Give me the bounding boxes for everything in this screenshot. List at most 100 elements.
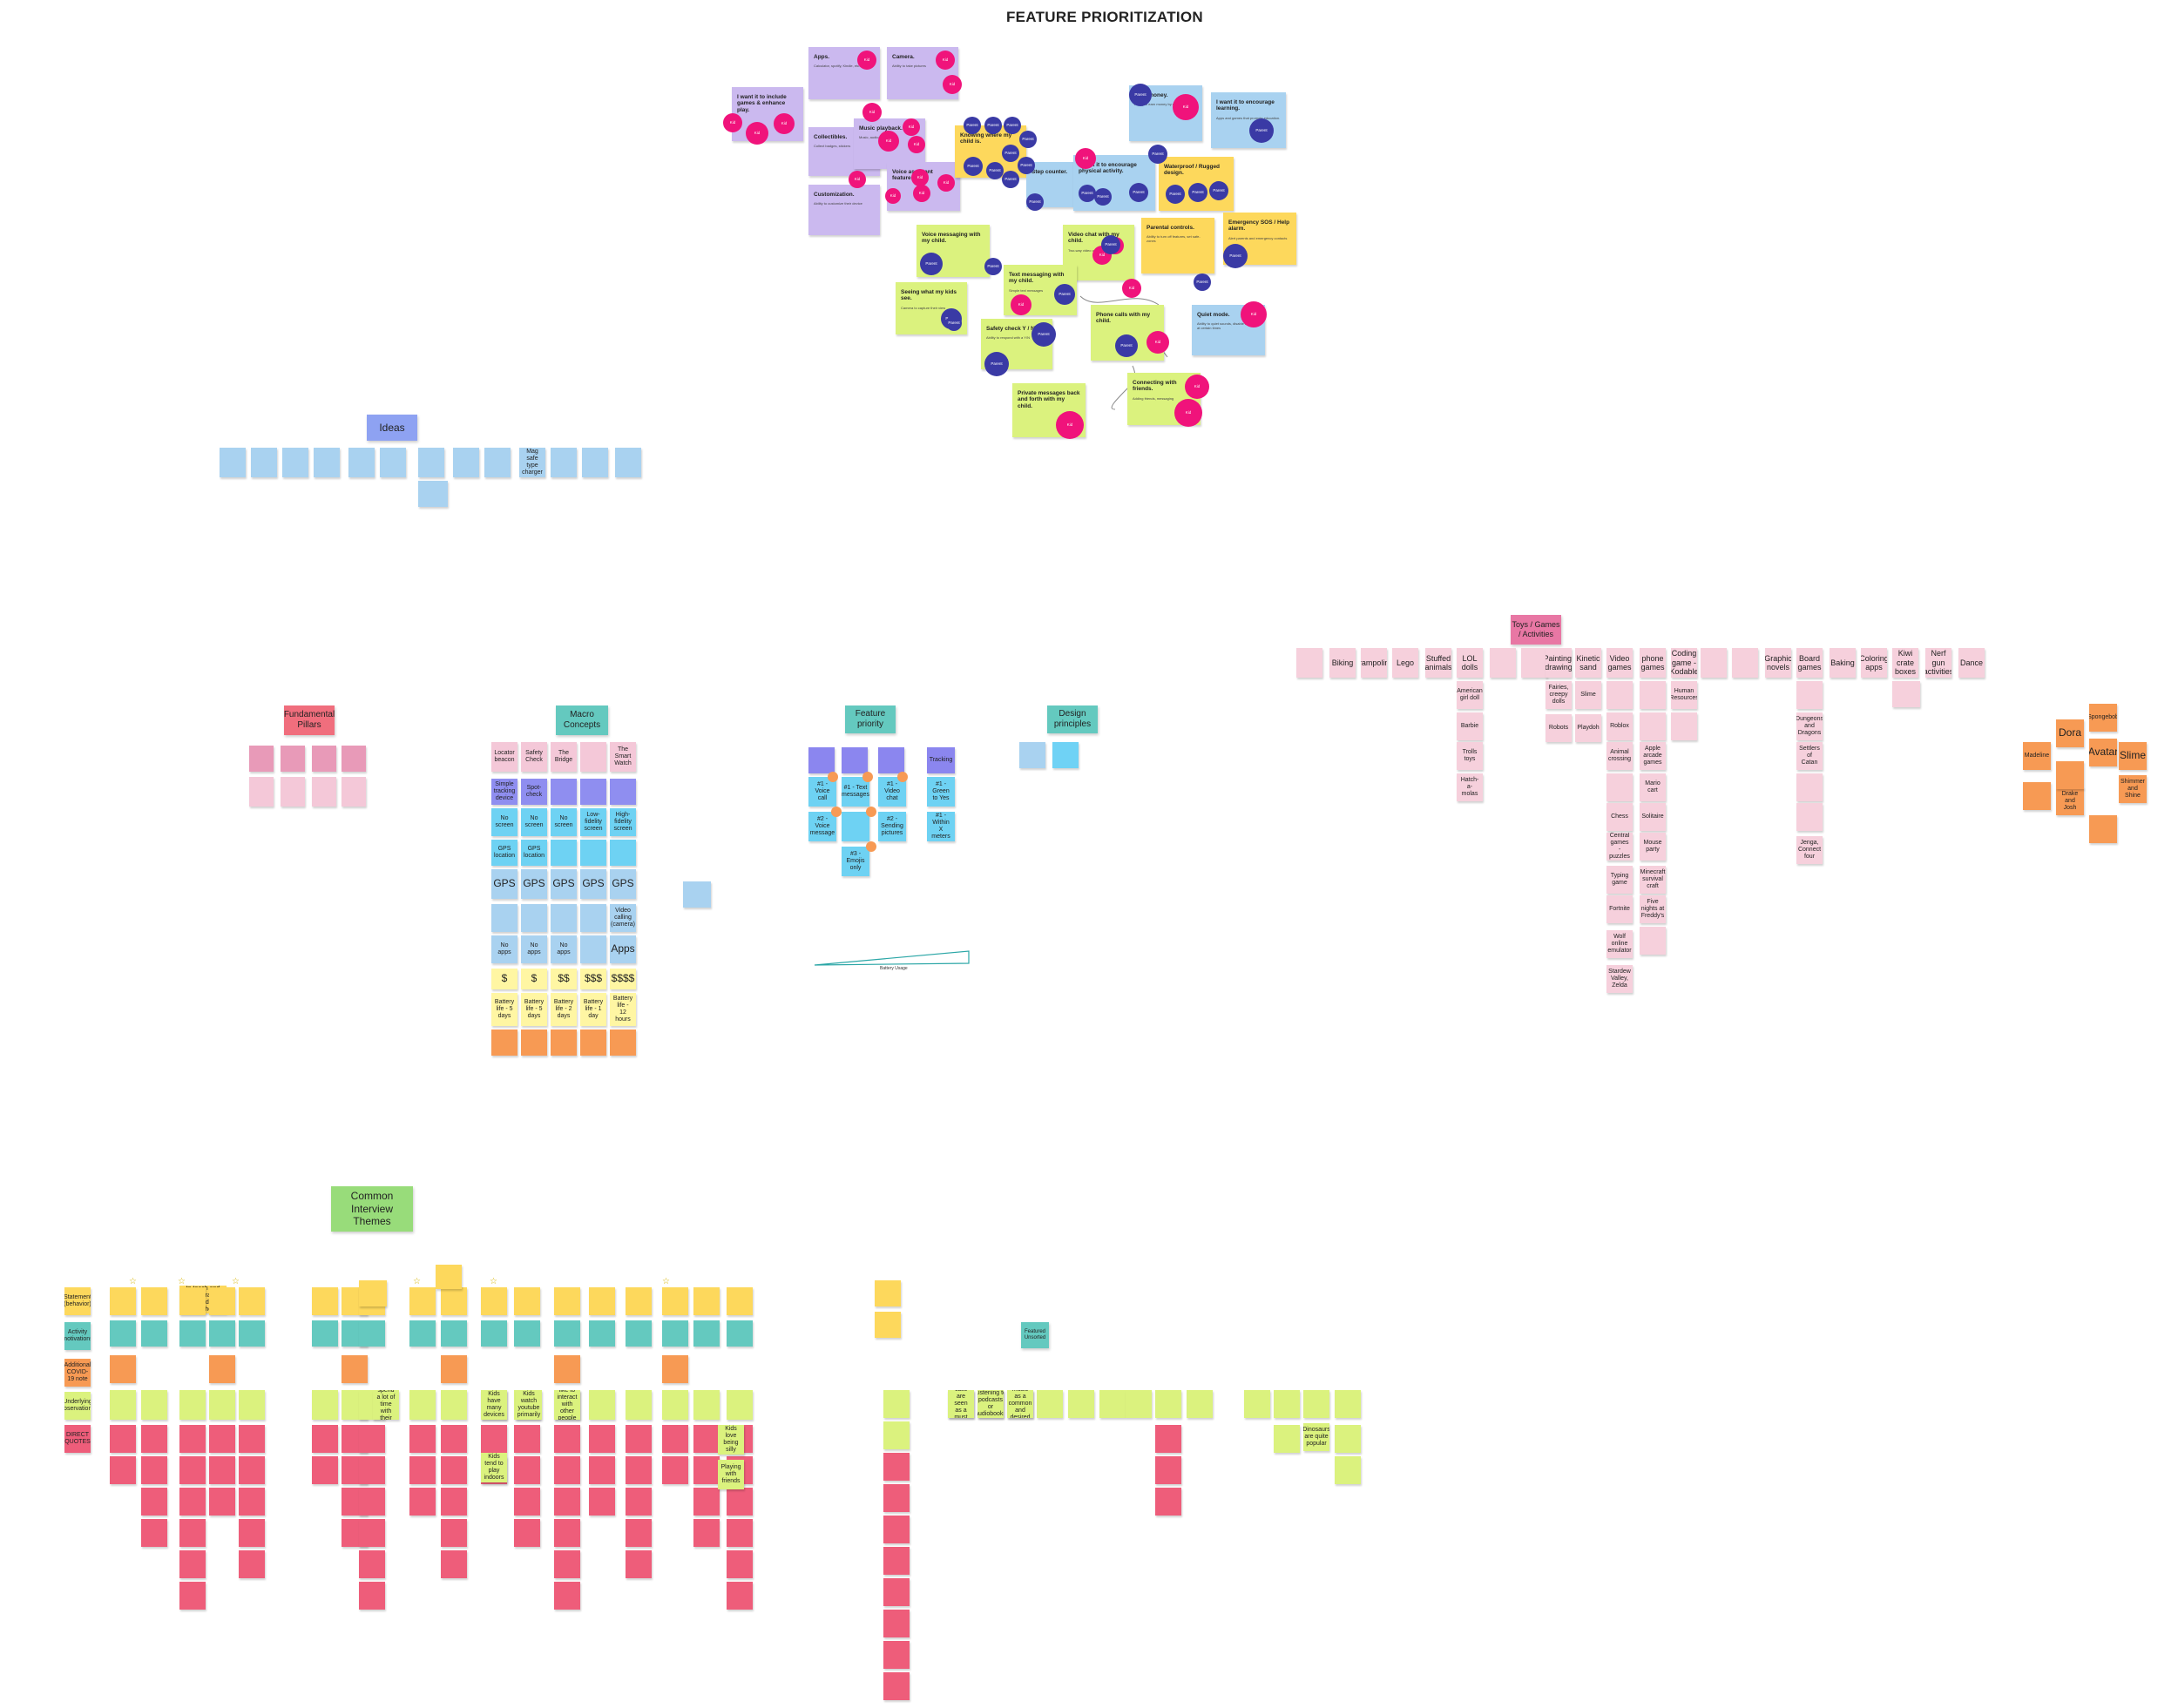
macro-cell[interactable]: [551, 1030, 577, 1056]
priority-vote-dot[interactable]: [897, 772, 908, 782]
theme-yellow[interactable]: [141, 1287, 167, 1315]
theme-quote[interactable]: [626, 1550, 652, 1578]
theme-quote[interactable]: [441, 1425, 467, 1453]
standalone-stack[interactable]: [883, 1390, 910, 1418]
macro-cell[interactable]: Battery life - 1 day: [580, 993, 606, 1026]
standalone-stack[interactable]: [883, 1453, 910, 1481]
idea-sticky[interactable]: [418, 448, 444, 477]
macro-cell[interactable]: Battery life - 2 days: [551, 993, 577, 1026]
theme-quote[interactable]: [179, 1582, 206, 1610]
toy-sticky[interactable]: Apple arcade games: [1640, 742, 1666, 770]
macro-cell[interactable]: Spot-check: [521, 779, 547, 805]
theme-extra[interactable]: [436, 1265, 462, 1289]
pillar-sticky[interactable]: [249, 746, 274, 772]
theme-yellow[interactable]: [179, 1287, 206, 1315]
theme-quote[interactable]: [141, 1456, 167, 1484]
show-sticky[interactable]: Spongebob: [2089, 704, 2117, 732]
toy-sticky[interactable]: Typing game: [1606, 866, 1633, 894]
featured-extra[interactable]: [1274, 1425, 1300, 1453]
kid-vote-dot[interactable]: Kid: [1011, 294, 1032, 315]
macro-cell[interactable]: Simple tracking device: [491, 779, 517, 805]
toy-sticky[interactable]: Chess: [1606, 803, 1633, 831]
priority-vote-dot[interactable]: [862, 772, 873, 782]
standalone-stack[interactable]: [883, 1421, 910, 1449]
theme-quote[interactable]: [179, 1425, 206, 1453]
featured-sticky[interactable]: [1335, 1390, 1361, 1418]
theme-insight[interactable]: Kids love being silly: [718, 1425, 744, 1455]
theme-quote[interactable]: [209, 1425, 235, 1453]
priority-head[interactable]: [842, 747, 868, 773]
parent-vote-dot[interactable]: Parent: [986, 162, 1004, 179]
macro-cell[interactable]: No apps: [521, 935, 547, 963]
theme-insight[interactable]: Kids watch youtube primarily: [516, 1390, 542, 1420]
idea-sticky[interactable]: [282, 448, 308, 477]
theme-quote[interactable]: [359, 1488, 385, 1516]
macro-cell[interactable]: No apps: [491, 935, 517, 963]
macro-concept-name[interactable]: Locator beacon: [491, 742, 517, 772]
toy-sticky[interactable]: Stuffed animals: [1425, 648, 1451, 678]
toy-sticky[interactable]: Solitaire: [1640, 803, 1666, 831]
theme-row-label[interactable]: Additional COVID-19 note: [64, 1359, 91, 1387]
theme-teal[interactable]: [589, 1320, 615, 1347]
theme-quote[interactable]: [239, 1519, 265, 1547]
idea-sticky[interactable]: [453, 448, 479, 477]
themes-header[interactable]: Common Interview Themes: [331, 1186, 413, 1232]
theme-yellow[interactable]: [554, 1287, 580, 1315]
standalone-stack[interactable]: [883, 1610, 910, 1637]
pillar-sticky[interactable]: [281, 746, 305, 772]
theme-quote[interactable]: [693, 1488, 720, 1516]
theme-quote[interactable]: [110, 1456, 136, 1484]
toy-sticky[interactable]: Barbie: [1457, 712, 1483, 740]
priority-vote-dot[interactable]: [828, 772, 838, 782]
macro-cell[interactable]: GPS location: [491, 840, 517, 866]
toy-sticky[interactable]: Minecraft survival craft: [1640, 866, 1666, 894]
theme-quote[interactable]: [727, 1550, 753, 1578]
theme-quote[interactable]: [514, 1425, 540, 1453]
theme-quote[interactable]: [409, 1488, 436, 1516]
theme-green[interactable]: [693, 1390, 720, 1420]
featured-sticky[interactable]: [1068, 1390, 1094, 1418]
standalone-stack[interactable]: [883, 1516, 910, 1543]
parent-vote-dot[interactable]: Parent: [1079, 185, 1096, 202]
toy-sticky[interactable]: Playdoh: [1575, 714, 1601, 742]
parent-vote-dot[interactable]: Parent: [984, 117, 1002, 134]
toy-sticky[interactable]: [1892, 681, 1920, 707]
idea-sticky[interactable]: [220, 448, 246, 477]
tracking-sticky[interactable]: Tracking: [927, 747, 955, 773]
featured-quote[interactable]: [1155, 1488, 1181, 1516]
pillar-note[interactable]: [312, 777, 336, 807]
priority-item[interactable]: #3 - Emojis only: [842, 847, 869, 876]
kid-vote-dot[interactable]: Kid: [1056, 411, 1084, 439]
toy-sticky[interactable]: Central games - puzzles: [1606, 833, 1633, 861]
theme-green[interactable]: [141, 1390, 167, 1420]
theme-teal[interactable]: [727, 1320, 753, 1347]
macro-cell[interactable]: [491, 1030, 517, 1056]
design-principle-note[interactable]: [1019, 742, 1045, 768]
macro-cell[interactable]: Battery life - 5 days: [521, 993, 547, 1026]
macro-cell[interactable]: GPS: [521, 869, 547, 899]
toy-sticky[interactable]: [1296, 648, 1322, 678]
theme-quote[interactable]: [626, 1488, 652, 1516]
parent-vote-dot[interactable]: Parent: [1129, 84, 1152, 106]
priority-vote-dot[interactable]: [866, 807, 876, 817]
parent-vote-dot[interactable]: Parent: [1094, 188, 1112, 206]
theme-teal[interactable]: [209, 1320, 235, 1347]
theme-quote[interactable]: [359, 1582, 385, 1610]
kid-vote-dot[interactable]: Kid: [903, 118, 920, 136]
standalone-yellow[interactable]: [875, 1280, 901, 1306]
toy-sticky[interactable]: Fairies, creepy dolls: [1546, 681, 1572, 709]
parent-vote-dot[interactable]: Parent: [1101, 235, 1120, 254]
theme-quote[interactable]: [514, 1488, 540, 1516]
macro-cell[interactable]: [580, 840, 606, 866]
theme-quote[interactable]: [626, 1519, 652, 1547]
theme-green[interactable]: [409, 1390, 436, 1420]
kid-vote-dot[interactable]: Kid: [885, 188, 901, 204]
macro-concept-name[interactable]: The Smart Watch: [610, 742, 636, 772]
parent-vote-dot[interactable]: Parent: [1129, 183, 1148, 202]
toy-sticky[interactable]: Mario cart: [1640, 773, 1666, 801]
show-sticky[interactable]: [2023, 782, 2051, 810]
theme-yellow[interactable]: [693, 1287, 720, 1315]
toy-sticky[interactable]: Graphic novels: [1765, 648, 1791, 678]
toy-sticky[interactable]: Trolls toys: [1457, 742, 1483, 770]
theme-orange[interactable]: [662, 1355, 688, 1383]
